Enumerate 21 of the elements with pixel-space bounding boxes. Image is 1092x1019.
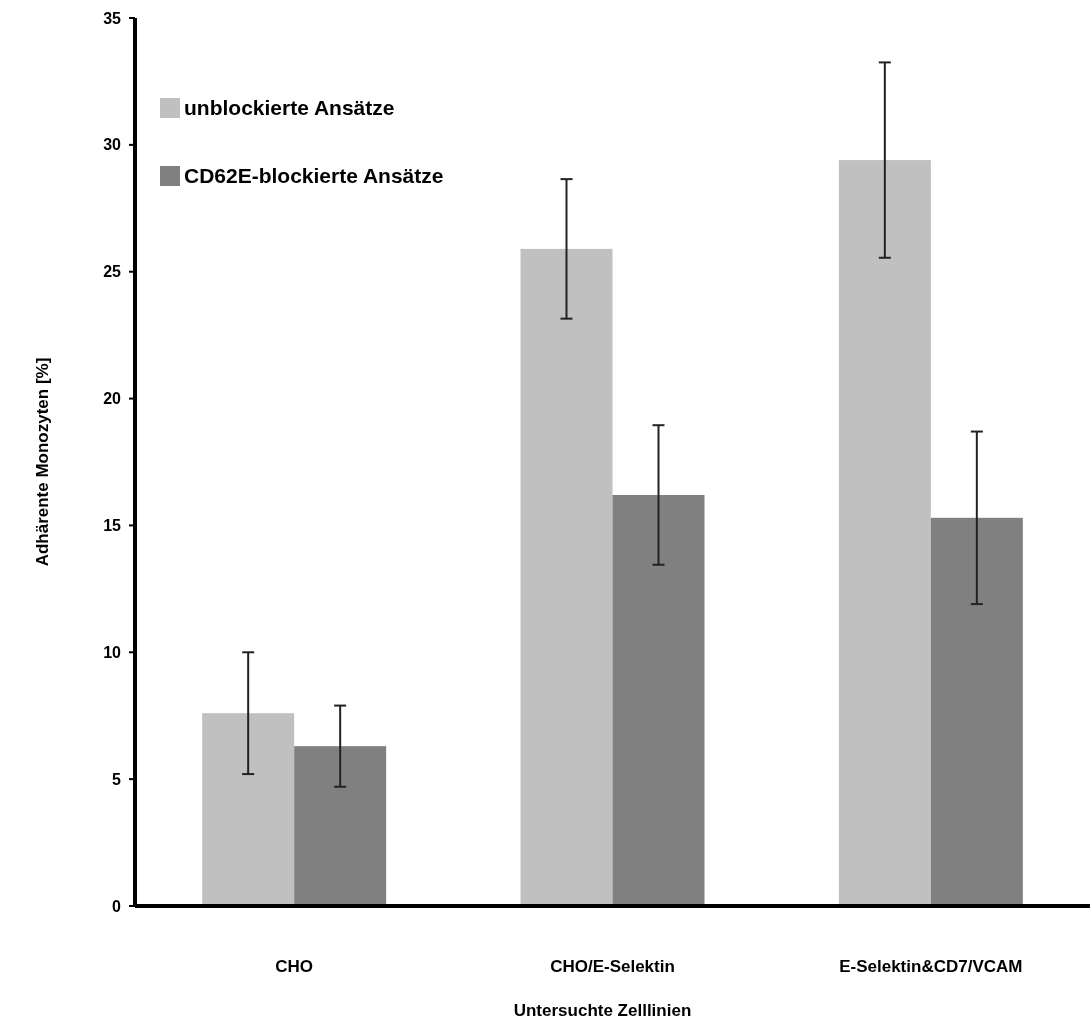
bar [202, 713, 295, 906]
bar [930, 517, 1023, 906]
y-tick-label: 5 [112, 770, 122, 788]
legend-label: unblockierte Ansätze [184, 96, 395, 120]
x-tick-label: CHO [275, 957, 314, 976]
bar [294, 746, 387, 906]
y-tick-label: 20 [103, 390, 122, 408]
y-tick-label: 35 [103, 9, 122, 27]
y-tick-label: 25 [103, 263, 122, 281]
legend-label: CD62E-blockierte Ansätze [184, 164, 444, 188]
y-tick-label: 10 [103, 643, 122, 661]
bar [520, 248, 613, 906]
x-tick-label: CHO/E-Selektin [550, 957, 675, 976]
y-axis-title: Adhärente Monozyten [%] [33, 357, 52, 567]
bar [612, 494, 705, 906]
x-tick-label: E-Selektin&CD7/VCAM [839, 957, 1023, 976]
y-tick-label: 15 [103, 517, 122, 535]
y-tick-label: 30 [103, 136, 122, 154]
y-tick-label: 0 [112, 897, 122, 915]
bar [838, 160, 931, 906]
x-axis-title: Untersuchte Zelllinien [513, 1001, 692, 1019]
